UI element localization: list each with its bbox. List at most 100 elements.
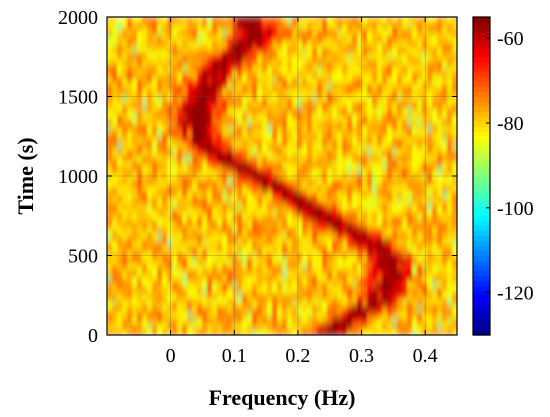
heatmap-cell	[297, 77, 303, 84]
heatmap-cell	[212, 53, 218, 60]
heatmap-cell	[112, 269, 118, 276]
heatmap-cell	[132, 305, 138, 312]
heatmap-cell	[157, 101, 163, 108]
heatmap-cell	[382, 143, 388, 150]
heatmap-cell	[292, 59, 298, 66]
heatmap-cell	[157, 293, 163, 300]
heatmap-cell	[137, 59, 143, 66]
heatmap-cell	[167, 287, 173, 294]
heatmap-cell	[292, 317, 298, 324]
heatmap-cell	[252, 29, 258, 36]
heatmap-cell	[342, 299, 348, 306]
heatmap-cell	[342, 221, 348, 228]
heatmap-cell	[442, 143, 448, 150]
heatmap-cell	[362, 35, 368, 42]
heatmap-cell	[242, 305, 248, 312]
heatmap-cell	[142, 53, 148, 60]
heatmap-cell	[227, 95, 233, 102]
heatmap-cell	[157, 305, 163, 312]
heatmap-cell	[112, 35, 118, 42]
heatmap-cell	[422, 149, 428, 156]
heatmap-cell	[142, 221, 148, 228]
heatmap-cell	[202, 65, 208, 72]
heatmap-cell	[272, 155, 278, 162]
heatmap-cell	[372, 287, 378, 294]
heatmap-cell	[367, 113, 373, 120]
heatmap-cell	[142, 77, 148, 84]
heatmap-cell	[107, 305, 113, 312]
heatmap-cell	[112, 227, 118, 234]
heatmap-cell	[142, 239, 148, 246]
heatmap-cell	[442, 239, 448, 246]
heatmap-cell	[217, 35, 223, 42]
heatmap-cell	[317, 167, 323, 174]
heatmap-cell	[252, 275, 258, 282]
heatmap-cell	[287, 317, 293, 324]
heatmap-cell	[222, 53, 228, 60]
heatmap-cell	[412, 137, 418, 144]
heatmap-cell	[337, 215, 343, 222]
heatmap-cell	[422, 83, 428, 90]
heatmap-cell	[217, 215, 223, 222]
heatmap-cell	[347, 47, 353, 54]
heatmap-cell	[162, 197, 168, 204]
heatmap-cell	[432, 203, 438, 210]
heatmap-cell	[107, 167, 113, 174]
heatmap-cell	[112, 263, 118, 270]
heatmap-cell	[112, 281, 118, 288]
heatmap-cell	[362, 149, 368, 156]
heatmap-cell	[297, 191, 303, 198]
heatmap-cell	[147, 269, 153, 276]
heatmap-cell	[452, 161, 457, 168]
heatmap-cell	[142, 245, 148, 252]
heatmap-cell	[437, 299, 443, 306]
heatmap-cell	[347, 257, 353, 264]
heatmap-cell	[407, 131, 413, 138]
heatmap-cell	[122, 17, 128, 24]
heatmap-cell	[357, 227, 363, 234]
heatmap-cell	[167, 95, 173, 102]
colorbar-segment	[473, 320, 490, 326]
heatmap-cell	[437, 197, 443, 204]
heatmap-cell	[392, 179, 398, 186]
heatmap-cell	[227, 23, 233, 30]
heatmap-cell	[292, 53, 298, 60]
heatmap-cell	[247, 275, 253, 282]
heatmap-cell	[382, 179, 388, 186]
heatmap-cell	[277, 221, 283, 228]
heatmap-cell	[197, 83, 203, 90]
heatmap-cell	[427, 149, 433, 156]
heatmap-cell	[142, 305, 148, 312]
heatmap-cell	[212, 29, 218, 36]
heatmap-cell	[352, 155, 358, 162]
heatmap-cell	[342, 59, 348, 66]
heatmap-cell	[177, 215, 183, 222]
heatmap-cell	[302, 245, 308, 252]
heatmap-cell	[262, 83, 268, 90]
heatmap-cell	[152, 179, 158, 186]
heatmap-cell	[292, 281, 298, 288]
heatmap-cell	[447, 239, 453, 246]
heatmap-cell	[377, 323, 383, 330]
heatmap-cell	[332, 245, 338, 252]
heatmap-cell	[192, 95, 198, 102]
heatmap-cell	[132, 215, 138, 222]
heatmap-cell	[392, 23, 398, 30]
heatmap-cell	[342, 239, 348, 246]
heatmap-cell	[402, 287, 408, 294]
heatmap-cell	[222, 299, 228, 306]
heatmap-cell	[132, 137, 138, 144]
heatmap-cell	[252, 77, 258, 84]
heatmap-cell	[352, 245, 358, 252]
heatmap-cell	[107, 83, 113, 90]
heatmap-cell	[402, 65, 408, 72]
heatmap-cell	[132, 41, 138, 48]
heatmap-cell	[397, 233, 403, 240]
heatmap-cell	[132, 125, 138, 132]
heatmap-cell	[242, 125, 248, 132]
heatmap-cell	[127, 215, 133, 222]
heatmap-cell	[242, 179, 248, 186]
heatmap-cell	[417, 77, 423, 84]
heatmap-cell	[177, 245, 183, 252]
heatmap-cell	[182, 245, 188, 252]
